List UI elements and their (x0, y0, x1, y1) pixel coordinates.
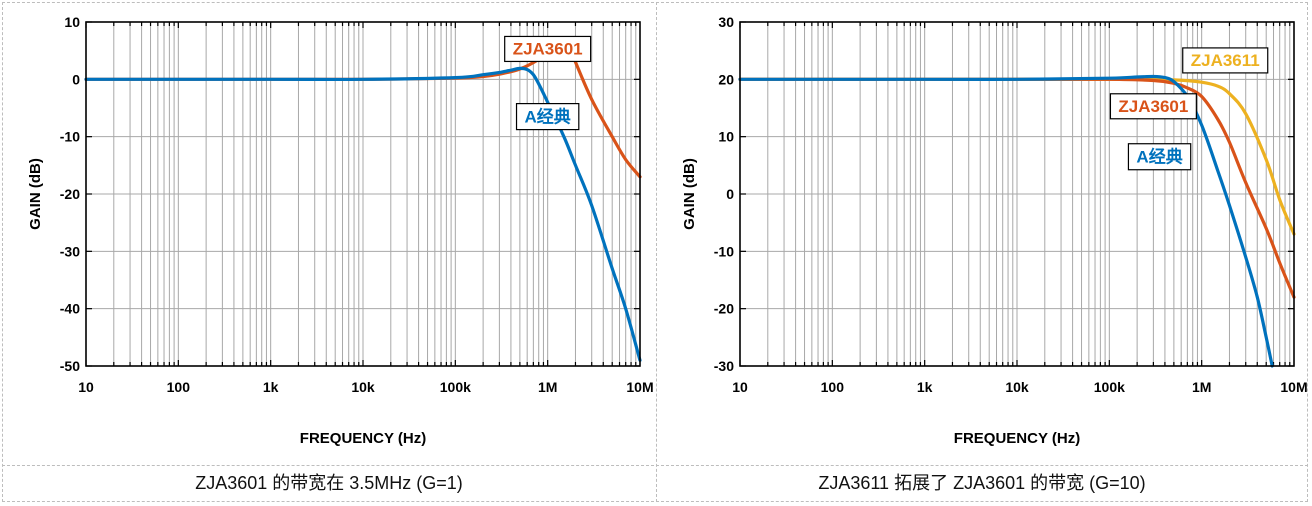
legend-label-1: A经典 (515, 102, 580, 131)
legend-label-box (1109, 93, 1197, 120)
legend-label-text: A经典 (525, 107, 571, 127)
x-tick-label: 10M (1280, 379, 1307, 395)
x-tick-label: 100k (440, 379, 471, 395)
x-tick-label: 100 (821, 379, 845, 395)
y-tick-label: -30 (714, 358, 734, 374)
legend-label-0: ZJA3611 (1182, 47, 1269, 74)
y-tick-label: 10 (64, 14, 80, 30)
y-tick-label: -20 (714, 301, 734, 317)
x-tick-label: 100 (167, 379, 191, 395)
series-line-2 (738, 74, 1274, 368)
plot-border (85, 21, 641, 367)
x-tick-label: 10M (626, 379, 653, 395)
x-tick-label: 1M (538, 379, 557, 395)
x-axis-label: FREQUENCY (Hz) (954, 430, 1080, 447)
legend-label-box (1127, 143, 1192, 171)
y-tick-label: -10 (714, 243, 734, 259)
y-tick-label: 0 (72, 71, 80, 87)
legend-label-1: ZJA3601 (1109, 93, 1197, 120)
legend-label-text: ZJA3601 (1118, 97, 1188, 116)
x-tick-label: 1k (917, 379, 933, 395)
x-tick-label: 100k (1094, 379, 1125, 395)
legend-label-box (1182, 47, 1269, 74)
caption-divider (2, 465, 1308, 466)
caption-left: ZJA3601 的带宽在 3.5MHz (G=1) (195, 473, 463, 493)
x-tick-label: 10k (351, 379, 375, 395)
y-axis-label: GAIN (dB) (27, 158, 44, 230)
y-tick-label: -50 (60, 358, 80, 374)
legend-label-0: ZJA3601 (504, 35, 592, 63)
x-tick-label: 1k (263, 379, 279, 395)
y-tick-label: 30 (718, 14, 734, 30)
legend-label-box (515, 102, 580, 131)
legend-label-text: ZJA3601 (513, 39, 583, 58)
legend-label-text: ZJA3611 (1191, 51, 1260, 70)
y-axis-label: GAIN (dB) (681, 158, 698, 230)
y-tick-label: -10 (60, 129, 80, 145)
x-tick-label: 1M (1192, 379, 1211, 395)
legend-label-box (504, 35, 592, 63)
x-tick-label: 10 (732, 379, 748, 395)
caption-right: ZJA3611 拓展了 ZJA3601 的带宽 (G=10) (818, 473, 1146, 493)
y-tick-label: -40 (60, 301, 80, 317)
y-tick-label: 10 (718, 129, 734, 145)
y-tick-label: 20 (718, 71, 734, 87)
y-tick-label: -20 (60, 186, 80, 202)
x-tick-label: 10k (1005, 379, 1029, 395)
series-line-1 (84, 66, 642, 362)
y-tick-label: 0 (726, 186, 734, 202)
plot-border (739, 21, 1295, 367)
x-axis-label: FREQUENCY (Hz) (300, 430, 426, 447)
panel-divider (656, 2, 657, 502)
legend-label-text: A经典 (1136, 147, 1182, 167)
y-tick-label: -30 (60, 243, 80, 259)
x-tick-label: 10 (78, 379, 94, 395)
legend-label-2: A经典 (1127, 143, 1192, 171)
